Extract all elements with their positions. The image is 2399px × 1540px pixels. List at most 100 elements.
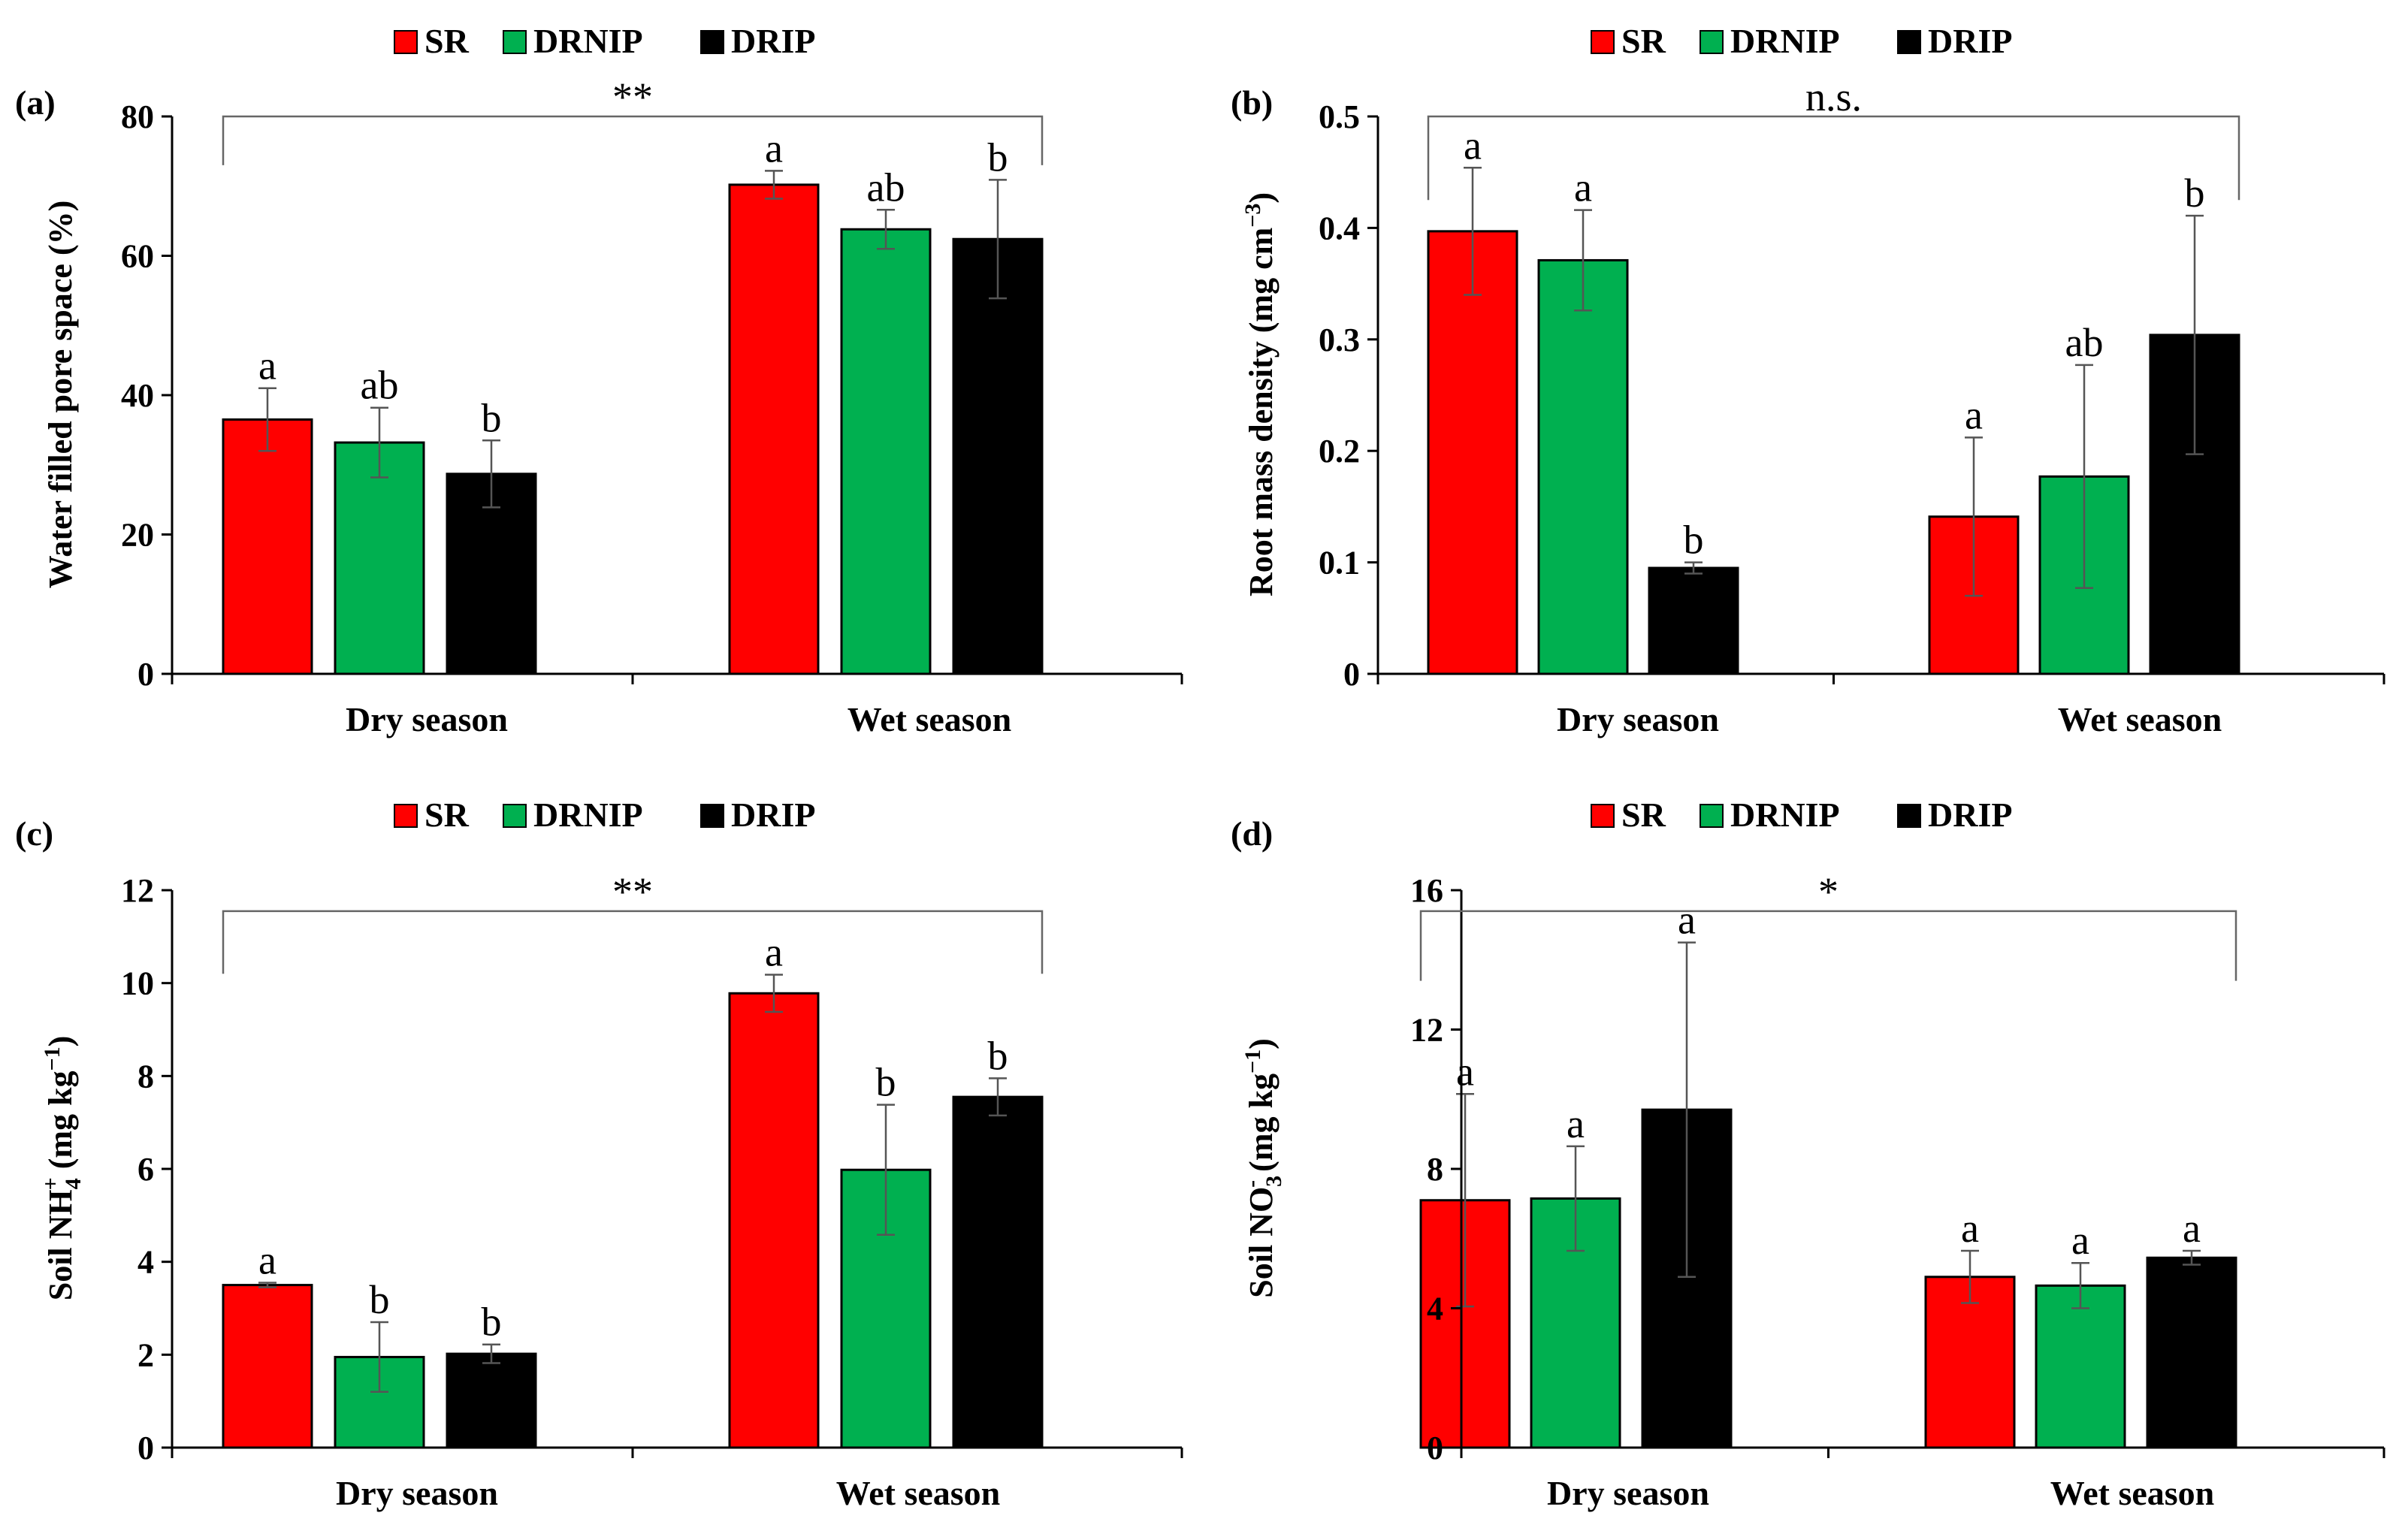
- significance-letter: a: [2183, 1206, 2201, 1251]
- bar: [840, 228, 932, 675]
- significance-letter: b: [988, 134, 1008, 180]
- y-axis-title-end2: ): [42, 1036, 79, 1047]
- bar: [1924, 1276, 2016, 1449]
- y-axis-title-end: (mg kg: [42, 1070, 79, 1177]
- legend-swatch-drip: [700, 30, 724, 54]
- y-axis-title: Root mass density (mg cm−3): [1240, 192, 1280, 596]
- y-tick-label: 20: [121, 517, 154, 554]
- significance-bracket: [222, 910, 1044, 974]
- legend-swatch-sr: [1591, 804, 1615, 828]
- y-axis-title-main: Root mass density (mg cm: [1243, 228, 1280, 596]
- y-axis-title: Soil NO3- (mg kg−1): [1239, 1038, 1286, 1297]
- legend-swatch-sr: [394, 804, 418, 828]
- bar: [222, 1284, 313, 1449]
- significance-letter: a: [2071, 1218, 2089, 1263]
- significance-bracket: [1427, 115, 2240, 201]
- y-axis-title-sup2: −1: [40, 1046, 65, 1070]
- y-tick-label: 8: [137, 1058, 154, 1095]
- legend: SR DRNIP DRIP: [394, 796, 815, 834]
- y-axis-title-sup2: −1: [1240, 1049, 1265, 1073]
- bar: [952, 237, 1044, 675]
- y-tick-label: 16: [1410, 872, 1443, 909]
- significance-letter: a: [1456, 1049, 1474, 1094]
- legend-label-drip: DRIP: [1928, 796, 2012, 834]
- bar: [446, 1352, 537, 1449]
- panel-label: (a): [15, 83, 56, 122]
- y-tick-label: 0.3: [1319, 322, 1360, 358]
- y-axis-title-end: ): [1243, 192, 1280, 204]
- legend-label-sr: SR: [425, 796, 470, 834]
- y-tick-label: 0.4: [1319, 210, 1360, 246]
- y-axis-title-end: (mg kg: [1243, 1073, 1280, 1180]
- y-tick-label: 12: [1410, 1012, 1443, 1049]
- significance-letter: a: [258, 343, 276, 388]
- x-tick-label: Dry season: [1557, 700, 1719, 738]
- bar: [1648, 566, 1739, 675]
- significance-letter: a: [258, 1237, 276, 1282]
- panel-label: (d): [1231, 814, 1273, 853]
- legend-swatch-drnip: [503, 804, 527, 828]
- legend-label-drip: DRIP: [731, 796, 815, 834]
- significance-letter: b: [370, 1277, 390, 1322]
- y-axis-title: Water filled pore space (%): [42, 201, 79, 589]
- significance-letter: a: [1464, 122, 1482, 168]
- bar: [2146, 1256, 2237, 1449]
- y-axis-title-sup: −3: [1240, 204, 1265, 228]
- y-tick-label: 12: [121, 872, 154, 909]
- y-tick-label: 4: [137, 1244, 154, 1281]
- significance-letter: a: [1574, 165, 1592, 210]
- significance-letter: a: [1678, 898, 1696, 943]
- x-tick-label: Wet season: [848, 700, 1012, 738]
- legend-label-sr: SR: [1621, 22, 1666, 60]
- y-axis-title-sub: 4: [61, 1178, 86, 1189]
- significance-letter: a: [1567, 1101, 1585, 1146]
- significance-letter: a: [1965, 392, 1983, 437]
- significance-marker: **: [612, 869, 653, 914]
- y-tick-label: 0.5: [1319, 98, 1360, 135]
- panel-d: SR DRNIP DRIP (d) Soil NO3- (mg kg−1) a a…: [1231, 796, 2385, 1512]
- significance-letter: b: [2185, 171, 2205, 216]
- x-tick-label: Dry season: [336, 1474, 498, 1512]
- significance-letter: b: [1684, 518, 1704, 563]
- legend-swatch-drip: [700, 804, 724, 828]
- legend-label-sr: SR: [1621, 796, 1666, 834]
- y-tick-label: 60: [121, 238, 154, 275]
- legend: SR DRNIP DRIP: [394, 22, 815, 60]
- bar: [728, 183, 820, 675]
- bar: [728, 992, 820, 1449]
- significance-letter: a: [765, 930, 783, 975]
- significance-letter: ab: [2065, 320, 2104, 365]
- y-tick-label: 6: [137, 1151, 154, 1188]
- y-tick-label: 10: [121, 965, 154, 1002]
- legend: SR DRNIP DRIP: [1591, 796, 2012, 834]
- legend-swatch-drnip: [1700, 804, 1724, 828]
- y-tick-label: 0.1: [1319, 545, 1360, 581]
- significance-letter: ab: [361, 363, 399, 408]
- legend-label-drnip: DRNIP: [1730, 796, 1840, 834]
- x-tick-label: Wet season: [2050, 1474, 2215, 1512]
- panel-a: SR DRNIP DRIP (a) Water filled pore spac…: [15, 22, 1183, 738]
- panel-b: SR DRNIP DRIP (b) Root mass density (mg …: [1231, 22, 2385, 738]
- y-axis-title-sup: -: [1239, 1180, 1264, 1188]
- y-axis-title-main: Soil NH: [42, 1189, 79, 1300]
- y-tick-label: 80: [121, 98, 154, 135]
- significance-marker: **: [612, 74, 653, 119]
- y-tick-label: 0.2: [1319, 433, 1360, 470]
- legend-label-sr: SR: [425, 22, 470, 60]
- y-tick-label: 2: [137, 1336, 154, 1373]
- x-tick-label: Wet season: [836, 1474, 1001, 1512]
- significance-letter: b: [482, 1300, 502, 1345]
- y-tick-label: 0: [1343, 656, 1360, 693]
- legend-label-drnip: DRNIP: [1730, 22, 1840, 60]
- y-axis-title-sup: +: [38, 1177, 63, 1190]
- y-axis-title-main: Soil NO: [1243, 1187, 1280, 1298]
- bar: [2035, 1284, 2126, 1449]
- legend-label-drip: DRIP: [1928, 22, 2012, 60]
- significance-marker: *: [1818, 869, 1839, 914]
- x-tick-label: Wet season: [2058, 700, 2222, 738]
- legend-swatch-sr: [394, 30, 418, 54]
- significance-letter: b: [988, 1033, 1008, 1078]
- y-tick-label: 0: [137, 656, 154, 693]
- y-axis-title-sub: 3: [1261, 1176, 1286, 1187]
